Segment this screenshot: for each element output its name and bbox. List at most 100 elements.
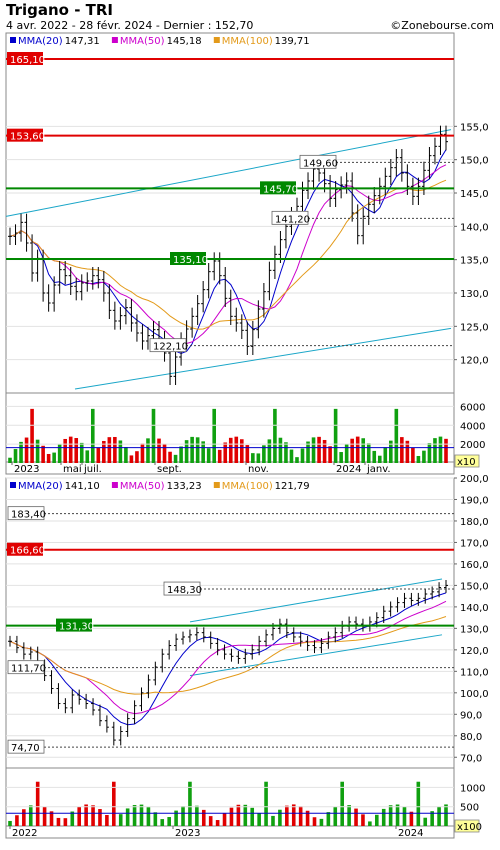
moving-average-line: [9, 164, 447, 345]
volume-bar: [201, 441, 205, 463]
volume-bar: [278, 437, 283, 463]
volume-bar: [19, 441, 23, 463]
volume-bar: [77, 806, 82, 826]
volume-bar: [389, 440, 393, 463]
y-tick-label: 150,0: [460, 581, 489, 592]
volume-bar: [74, 438, 79, 463]
y-tick-label: 180,0: [460, 517, 489, 528]
moving-average-line: [9, 149, 447, 354]
volume-bar: [339, 452, 343, 463]
level-label-box: [7, 660, 45, 675]
volume-bar: [394, 408, 399, 463]
volume-bar: [437, 806, 441, 826]
volume-bar: [257, 813, 261, 826]
volume-bar: [118, 440, 123, 463]
volume-bar: [317, 436, 321, 463]
volume-bar: [250, 807, 255, 826]
volume-bar: [35, 781, 40, 826]
volume-bar: [416, 781, 421, 826]
level-label-box: [271, 210, 309, 225]
volume-bar: [433, 438, 437, 463]
y-tick-label: 125,0: [460, 322, 489, 333]
volume-bar: [312, 817, 317, 826]
legend-name: MMA(100): [222, 36, 273, 47]
volume-bar: [374, 814, 379, 826]
level-label: 149,60: [303, 158, 338, 169]
volume-bar: [135, 451, 139, 463]
level-label: 111,70: [11, 664, 46, 675]
volume-bar: [306, 441, 310, 463]
volume-bar: [322, 439, 327, 463]
legend-swatch: [213, 482, 220, 488]
volume-bar: [239, 439, 244, 463]
y-tick-label: 150,0: [460, 156, 489, 167]
volume-bar: [366, 443, 371, 463]
volume-bar: [285, 805, 289, 826]
volume-bar: [157, 438, 161, 463]
volume-bar: [105, 815, 109, 826]
volume-bar: [355, 436, 360, 463]
volume-bar: [223, 442, 228, 463]
volume-bar: [68, 436, 73, 463]
y-tick-label: 120,0: [460, 356, 489, 367]
volume-bar: [132, 805, 137, 826]
volume-bar: [125, 808, 130, 826]
volume-bar: [129, 455, 134, 463]
volume-bar: [361, 814, 365, 826]
volume-bar: [300, 448, 305, 463]
volume-bar: [344, 444, 349, 463]
resistance-label: 165,10: [10, 55, 45, 66]
volume-bar: [46, 453, 51, 463]
chart-subtitle: 4 avr. 2022 - 28 févr. 2024 - Dernier : …: [6, 19, 254, 32]
chart-title: Trigano - TRI: [6, 1, 113, 19]
level-label: 148,30: [167, 585, 202, 596]
x-tick-label: sept.: [157, 464, 182, 475]
level-label: 122,10: [153, 342, 188, 353]
x-tick-label: 2024: [398, 828, 423, 839]
volume-bar: [140, 443, 145, 463]
level-label-box: [163, 581, 201, 596]
volume-bar: [181, 806, 185, 826]
volume-bar: [340, 781, 344, 826]
volume-bar: [70, 811, 75, 826]
support-label: 135,10: [173, 255, 208, 266]
support-label: 145,70: [263, 184, 298, 195]
volume-bar: [295, 457, 299, 463]
volume-bar: [49, 811, 54, 826]
y-tick-label: 120,0: [460, 646, 489, 657]
y-tick-label: 130,0: [460, 289, 489, 300]
volume-bar: [347, 805, 351, 826]
y-tick-label: 135,0: [460, 256, 489, 267]
level-label-box: [7, 739, 45, 754]
resistance-label-box: [7, 542, 43, 556]
volume-bar: [96, 447, 101, 463]
volume-bar: [98, 809, 102, 826]
volume-bar: [124, 446, 128, 463]
level-label: 141,20: [275, 214, 310, 225]
volume-bar: [289, 449, 294, 463]
volume-bar: [438, 436, 443, 463]
legend-name: MMA(50): [120, 481, 165, 492]
x-tick-label: 2023: [175, 828, 200, 839]
legend-value: 141,10: [65, 481, 100, 492]
volume-unit-label: x10: [457, 457, 476, 468]
channel-lower-line: [189, 634, 443, 677]
x-tick-label: 2024: [336, 464, 361, 475]
volume-bar: [368, 821, 372, 826]
volume-bar: [416, 455, 421, 463]
volume-bar: [422, 450, 426, 463]
volume-bar: [222, 813, 227, 826]
volume-bar: [84, 804, 88, 826]
volume-bar: [90, 408, 95, 463]
volume-bar: [234, 436, 239, 463]
support-label: 131,30: [59, 622, 94, 633]
y-tick-label: 170,0: [460, 538, 489, 549]
volume-bar: [41, 445, 45, 463]
volume-bar: [326, 812, 331, 826]
volume-bar: [113, 436, 117, 463]
volume-bar: [256, 453, 261, 463]
x-tick-label: nov.: [248, 464, 269, 475]
y-tick-label: 140,0: [460, 603, 489, 614]
volume-bar: [273, 408, 277, 463]
volume-bar: [208, 816, 213, 826]
